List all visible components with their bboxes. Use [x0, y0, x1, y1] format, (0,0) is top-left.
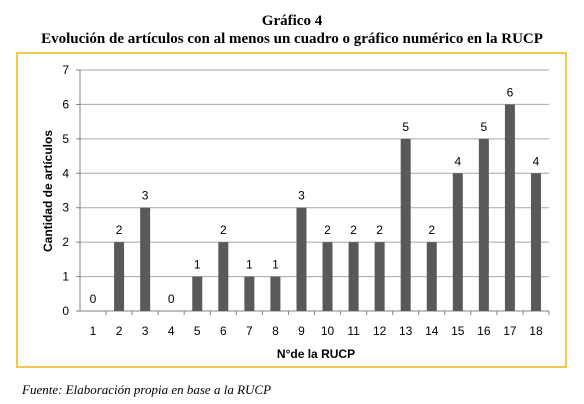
y-tick-label: 0: [62, 304, 69, 318]
bar: [374, 242, 385, 311]
bar: [296, 207, 307, 311]
data-label: 1: [194, 258, 201, 272]
bar: [114, 242, 125, 311]
y-tick-label: 6: [62, 97, 69, 111]
bars: [114, 104, 541, 311]
data-label: 4: [533, 154, 540, 168]
x-tick-label: 12: [373, 324, 387, 338]
data-label: 4: [454, 154, 461, 168]
bar: [270, 276, 281, 311]
data-label: 3: [142, 189, 149, 203]
data-label: 2: [428, 223, 435, 237]
data-label: 1: [272, 258, 279, 272]
x-tick-label: 11: [347, 324, 360, 338]
x-axis-title: N°de la RUCP: [277, 347, 355, 361]
data-labels: 0 2 3 0 1 2 1 1 3 2 2 2 5 2 4 5 6 4: [90, 85, 540, 306]
x-tick-label: 1: [90, 324, 97, 338]
data-label: 0: [168, 292, 175, 306]
bar: [504, 104, 515, 311]
data-label: 5: [402, 120, 409, 134]
x-tick-label: 7: [246, 324, 253, 338]
data-label: 1: [246, 258, 253, 272]
bar: [478, 138, 489, 311]
data-label: 5: [481, 120, 488, 134]
bar: [192, 276, 203, 311]
y-tick-label: 2: [62, 235, 69, 249]
y-tick-label: 7: [62, 63, 69, 77]
x-tick-label: 13: [399, 324, 413, 338]
bar: [244, 276, 255, 311]
x-tick-label: 9: [298, 324, 305, 338]
data-label: 2: [220, 223, 227, 237]
data-label: 0: [90, 292, 97, 306]
data-label: 3: [298, 189, 305, 203]
x-tick-label: 5: [194, 324, 201, 338]
x-tick-label: 10: [321, 324, 335, 338]
y-tick-label: 4: [62, 166, 69, 180]
axes: [76, 69, 550, 315]
data-label: 2: [376, 223, 383, 237]
x-tick-label: 4: [168, 324, 175, 338]
figure-label: Gráfico 4: [261, 13, 323, 29]
data-label: 2: [324, 223, 331, 237]
gridlines: [80, 69, 549, 278]
bar: [218, 242, 229, 311]
x-tick-label: 18: [529, 324, 543, 338]
bar: [400, 138, 411, 311]
bar: [452, 173, 463, 311]
bar: [426, 242, 437, 311]
x-tick-label: 14: [425, 324, 439, 338]
x-tick-label: 15: [451, 324, 465, 338]
data-label: 6: [507, 85, 514, 99]
data-label: 2: [350, 223, 357, 237]
bar: [530, 173, 541, 311]
x-tick-label: 8: [272, 324, 279, 338]
x-tick-label: 17: [503, 324, 517, 338]
bar: [348, 242, 359, 311]
x-tick-label: 6: [220, 324, 227, 338]
x-tick-label: 2: [116, 324, 123, 338]
data-label: 2: [116, 223, 123, 237]
y-tick-label: 1: [62, 270, 69, 284]
x-tick-label: 3: [142, 324, 149, 338]
bar: [140, 207, 151, 311]
chart-title: Evolución de artículos con al menos un c…: [41, 31, 543, 47]
y-tick-label: 5: [62, 132, 69, 146]
y-axis-title: Cantidad de artículos: [41, 130, 55, 252]
y-tick-label: 3: [62, 201, 69, 215]
source-note: Fuente: Elaboración propia en base a la …: [22, 382, 272, 397]
bar: [322, 242, 333, 311]
x-tick-label: 16: [477, 324, 491, 338]
